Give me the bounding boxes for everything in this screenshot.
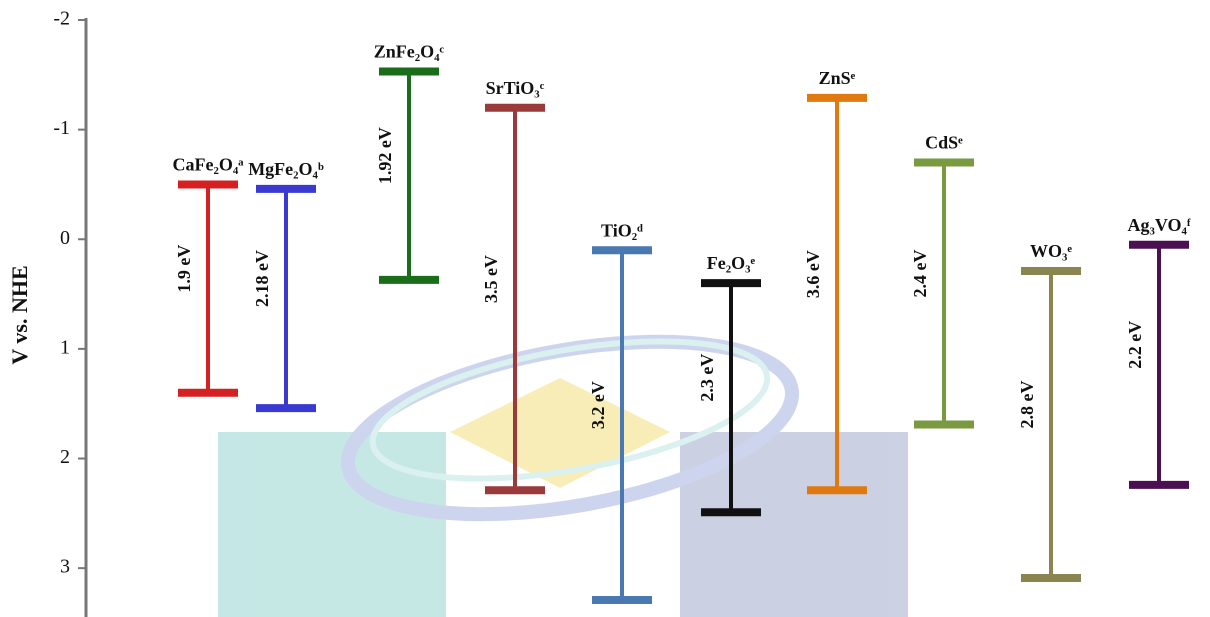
category-label: SrTiO₃ᶜ bbox=[486, 78, 545, 98]
background-decoration bbox=[218, 312, 908, 617]
gap-label: 2.8 eV bbox=[1017, 381, 1037, 429]
gap-label: 2.2 eV bbox=[1125, 321, 1145, 369]
category-label: ZnFe₂O₄ᶜ bbox=[374, 42, 445, 62]
gap-label: 2.18 eV bbox=[252, 250, 272, 307]
gap-label: 3.5 eV bbox=[481, 255, 501, 303]
y-tick-label: 2 bbox=[60, 446, 70, 468]
y-tick-label: -1 bbox=[53, 117, 70, 139]
y-tick-label: 0 bbox=[60, 227, 70, 249]
category-label: MgFe₂O₄ᵇ bbox=[248, 159, 324, 179]
category-label: Fe₂O₃ᵉ bbox=[707, 253, 756, 273]
gap-label: 1.92 eV bbox=[375, 127, 395, 184]
decor-rect bbox=[218, 432, 446, 617]
category-label: WO₃ᵉ bbox=[1030, 241, 1072, 261]
y-tick-label: 3 bbox=[60, 556, 70, 578]
gap-label: 1.9 eV bbox=[174, 245, 194, 293]
gap-label: 3.2 eV bbox=[588, 381, 608, 429]
y-tick-label: 1 bbox=[60, 336, 70, 358]
category-label: Ag₃VO₄ᶠ bbox=[1128, 215, 1191, 235]
category-label: CdSᵉ bbox=[925, 133, 963, 153]
chart: V vs. NHE -2 -1 0 1 2 3 CaFe₂O₄ᵃ 1.9 eV MgFe₂O₄ᵇ… bbox=[0, 0, 1210, 617]
category-label: CaFe₂O₄ᵃ bbox=[172, 155, 244, 175]
gap-label: 2.3 eV bbox=[697, 354, 717, 402]
gap-label: 2.4 eV bbox=[910, 250, 930, 298]
category-label: ZnSᵉ bbox=[819, 68, 856, 88]
y-tick-label: -2 bbox=[53, 8, 70, 30]
y-axis-label: V vs. NHE bbox=[7, 265, 32, 364]
gap-label: 3.6 eV bbox=[803, 250, 823, 298]
category-label: TiO₂ᵈ bbox=[601, 220, 643, 240]
page: {"chart_data": {"type": "range", "y_labe… bbox=[0, 0, 1210, 617]
